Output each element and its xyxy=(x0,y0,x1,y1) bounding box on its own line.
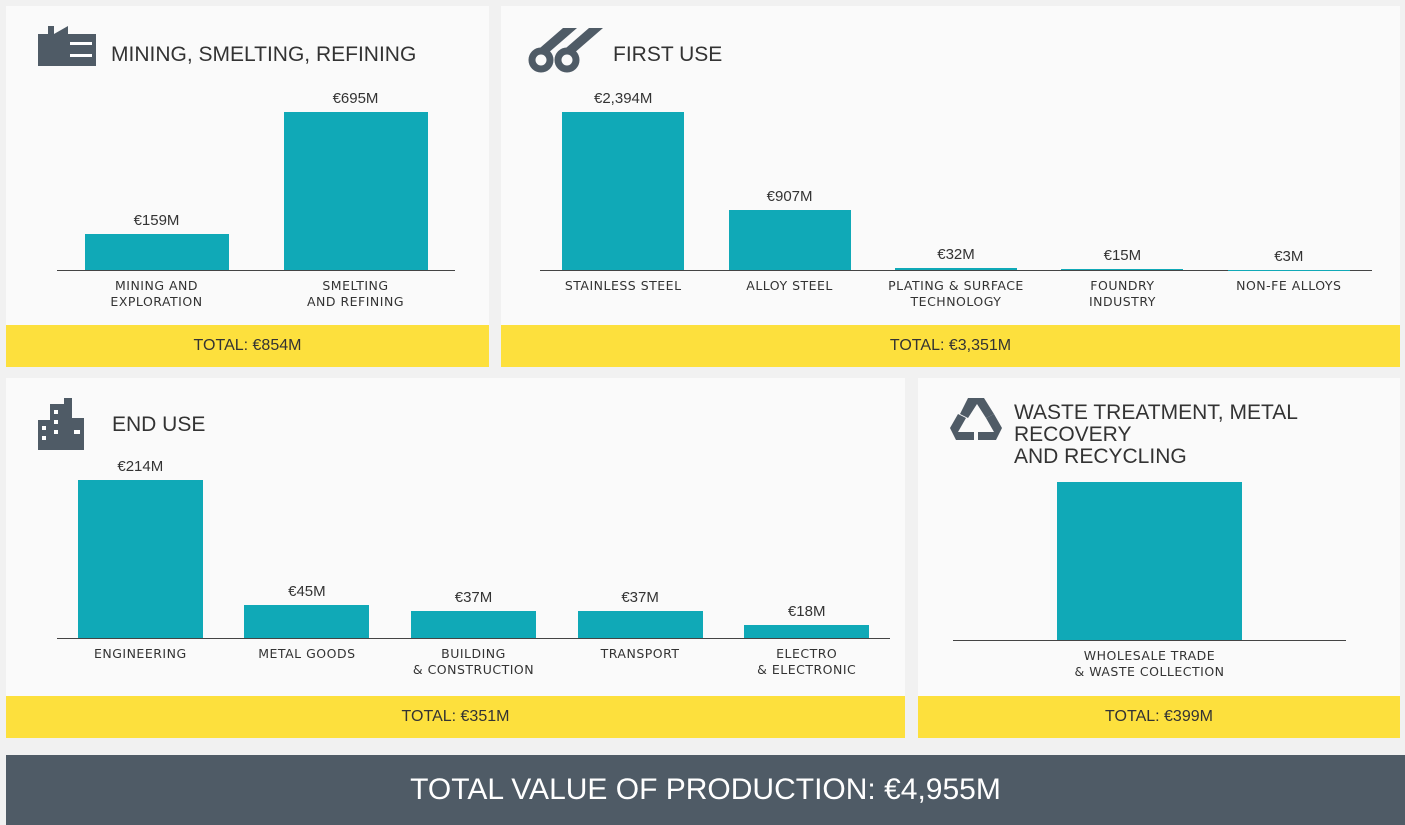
icon xyxy=(948,394,1004,450)
value-label: €214M xyxy=(60,458,220,475)
chart-title: WASTE TREATMENT, METAL RECOVERY AND RECY… xyxy=(1014,402,1400,468)
bar xyxy=(1061,269,1183,270)
bar xyxy=(1057,482,1242,640)
bar xyxy=(85,234,229,270)
value-label: €37M xyxy=(394,589,554,606)
total: TOTAL: €399M xyxy=(918,696,1400,738)
bar xyxy=(744,625,869,638)
icon xyxy=(527,24,607,78)
category-label: SMELTING AND REFINING xyxy=(271,278,441,310)
axis-line xyxy=(540,270,1372,271)
bar xyxy=(78,480,203,638)
category-label: PLATING & SURFACE TECHNOLOGY xyxy=(871,278,1041,310)
icon xyxy=(36,24,98,72)
value-label: €695M xyxy=(276,90,436,107)
category-label: STAINLESS STEEL xyxy=(538,278,708,294)
icon xyxy=(36,396,86,456)
category-label: FOUNDRY INDUSTRY xyxy=(1037,278,1207,310)
value-label: €32M xyxy=(876,246,1036,263)
bar xyxy=(895,268,1017,270)
chart-title: END USE xyxy=(112,414,205,436)
category-label: MINING AND EXPLORATION xyxy=(72,278,242,310)
bar xyxy=(578,611,703,638)
total: TOTAL: €854M xyxy=(6,325,489,367)
bar xyxy=(284,112,428,270)
value-label: €907M xyxy=(710,188,870,205)
total: TOTAL: €351M xyxy=(6,696,905,738)
value-label: €3M xyxy=(1209,248,1369,265)
category-label: BUILDING & CONSTRUCTION xyxy=(389,646,559,678)
category-label: TRANSPORT xyxy=(555,646,725,662)
value-label: €45M xyxy=(227,583,387,600)
chart-panel: END USE TOTAL: €351M €214M ENGINEERING €45M M… xyxy=(6,378,905,738)
bar xyxy=(562,112,684,270)
category-label: ALLOY STEEL xyxy=(705,278,875,294)
axis-line xyxy=(57,270,455,271)
grand-total: TOTAL VALUE OF PRODUCTION: €4,955M xyxy=(6,755,1405,825)
category-label: ENGINEERING xyxy=(55,646,225,662)
value-label: €159M xyxy=(77,212,237,229)
chart-title: MINING, SMELTING, REFINING xyxy=(111,44,416,66)
category-label: METAL GOODS xyxy=(222,646,392,662)
chart-panel: FIRST USE TOTAL: €3,351M €2,394M STAINLESS … xyxy=(501,6,1400,367)
category-label: ELECTRO & ELECTRONIC xyxy=(722,646,892,678)
bar xyxy=(244,605,369,638)
axis-line xyxy=(953,640,1346,641)
bar xyxy=(729,210,851,270)
chart-title: FIRST USE xyxy=(613,44,722,66)
total: TOTAL: €3,351M xyxy=(501,325,1400,367)
chart-panel: MINING, SMELTING, REFINING TOTAL: €854M €1… xyxy=(6,6,489,367)
value-label: €37M xyxy=(560,589,720,606)
category-label: NON-FE ALLOYS xyxy=(1204,278,1374,294)
value-label: €18M xyxy=(727,603,887,620)
chart-panel: WASTE TREATMENT, METAL RECOVERY AND RECY… xyxy=(918,378,1400,738)
bar xyxy=(411,611,536,638)
value-label: €15M xyxy=(1042,247,1202,264)
page: TOTAL VALUE OF PRODUCTION: €4,955M (() =… xyxy=(0,0,1405,825)
value-label: €2,394M xyxy=(543,90,703,107)
axis-line xyxy=(57,638,890,639)
category-label: WHOLESALE TRADE & WASTE COLLECTION xyxy=(1065,648,1235,680)
